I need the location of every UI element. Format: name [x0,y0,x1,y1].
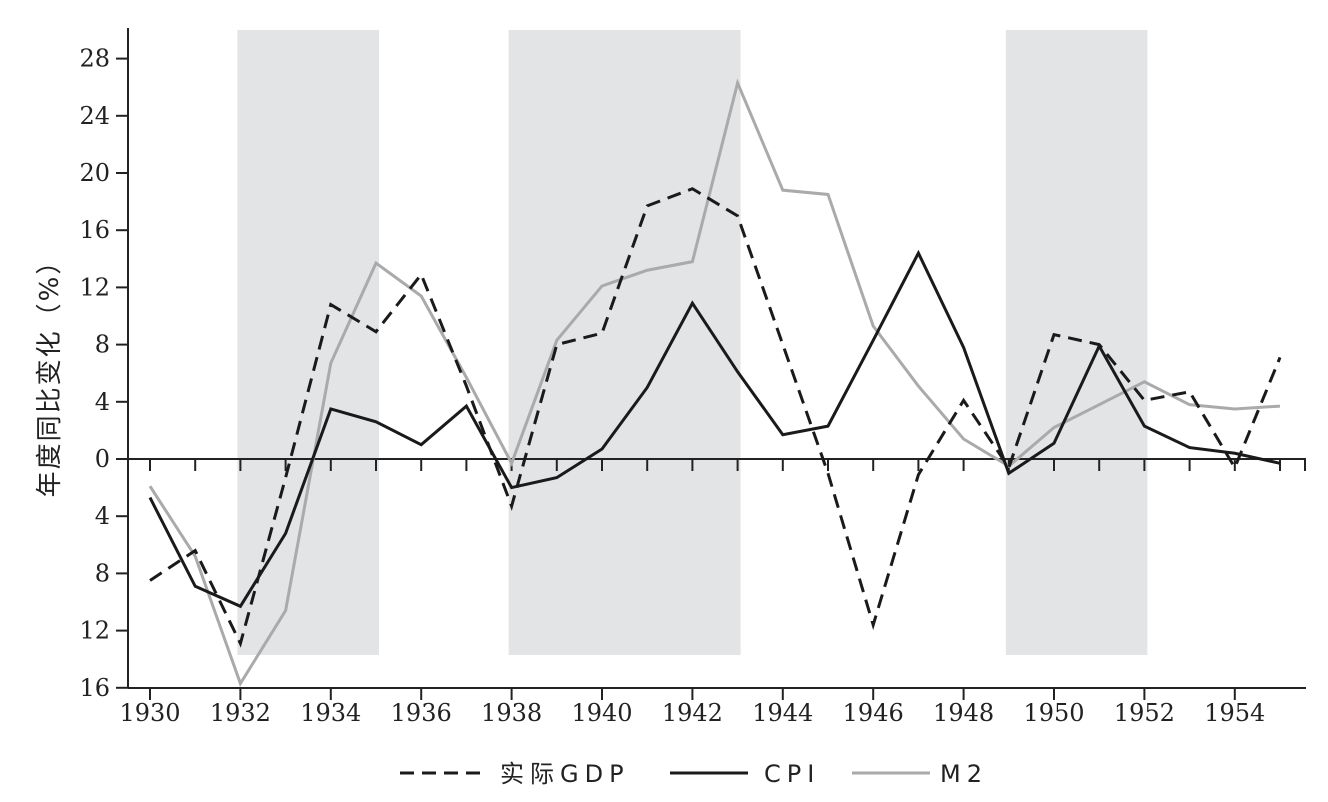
x-axis: 1930 1932 1934 1936 1938 1940 1942 1944 1946 1948… [119,458,1306,727]
shaded-period-0 [237,30,379,655]
series-line-gdp [149,187,1282,648]
shaded-period-1 [508,30,741,655]
y-tick-label: 4 [95,388,110,416]
legend-label-0: 实际GDP [500,760,630,788]
x-tick-label: 1948 [933,699,994,727]
legend: 实际GDP CPI M2 [400,760,988,788]
shaded-period-2 [1005,30,1148,655]
y-tick-label: 28 [79,45,110,73]
x-tick-label: 1946 [843,699,904,727]
x-tick-label: 1934 [300,699,361,727]
legend-label-1: CPI [764,760,820,788]
x-tick-label: 1938 [481,699,542,727]
x-tick-label: 1930 [119,699,180,727]
y-axis-title: 年度同比变化（%） [35,247,65,498]
y-tick-label: 8 [95,559,110,587]
x-tick-label: 1952 [1114,699,1175,727]
x-tick-label: 1932 [210,699,271,727]
y-tick-label: 8 [95,331,110,359]
y-tick-label: 24 [79,102,110,130]
y-tick-label: 16 [79,674,110,702]
y-tick-label: 12 [79,273,110,301]
y-tick-label: 16 [79,216,110,244]
y-tick-label: 0 [95,445,110,473]
y-tick-label: 12 [79,617,110,645]
series-line-cpi [148,249,1281,609]
x-tick-label: 1954 [1204,699,1265,727]
series-line-m2 [148,78,1281,687]
x-tick-label: 1942 [662,699,723,727]
x-tick-label: 1944 [752,699,813,727]
y-tick-label: 20 [79,159,110,187]
series-lines [148,78,1282,687]
y-axis: 28 24 20 16 12 8 4 0 4 8 12 16 [79,28,129,702]
y-tick-label: 4 [95,502,110,530]
x-tick-label: 1950 [1023,699,1084,727]
legend-label-2: M2 [940,760,988,788]
recession-shading [237,30,1148,655]
x-tick-label: 1936 [391,699,452,727]
x-tick-label: 1940 [571,699,632,727]
